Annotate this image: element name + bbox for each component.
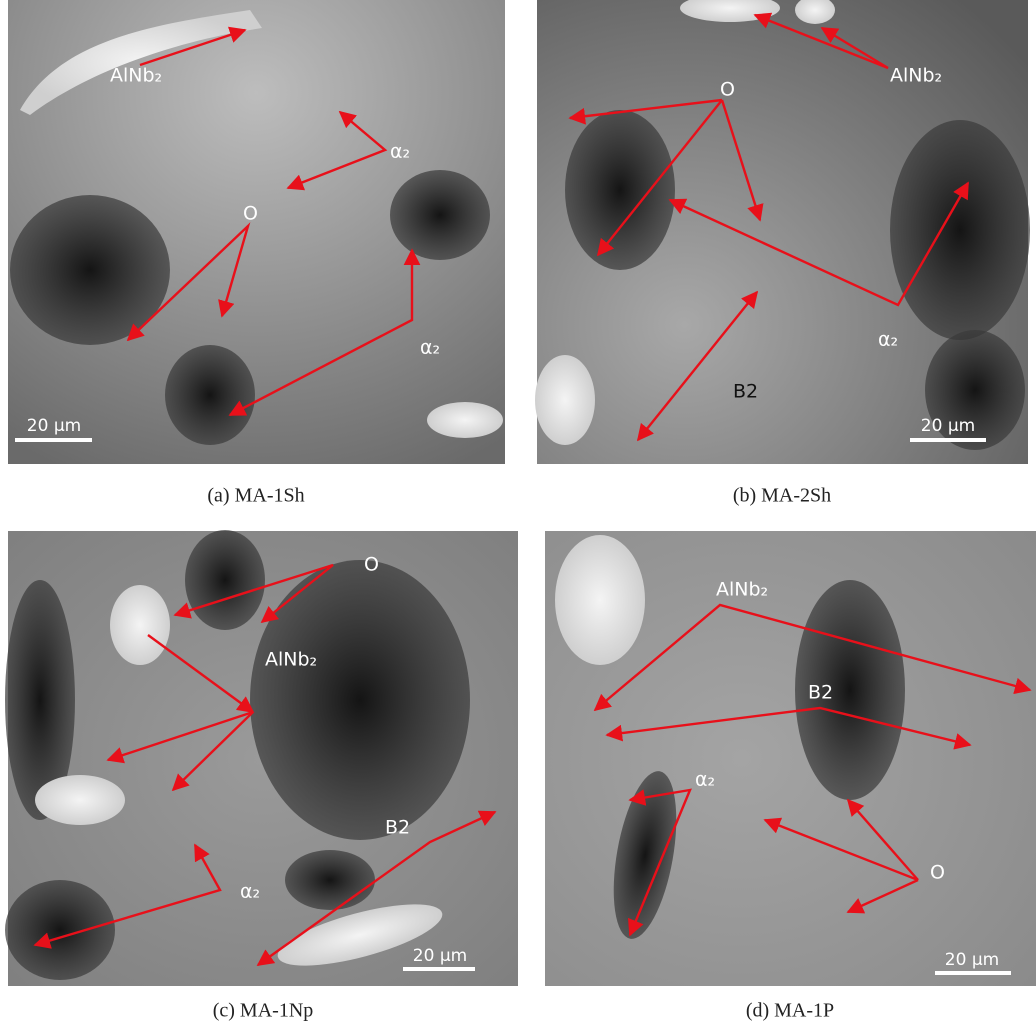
panel-a: AlNb₂ α₂ O α₂ 20 µm (a) MA-1Sh xyxy=(8,0,505,507)
phase-label: B2 xyxy=(733,381,758,403)
scale-bar xyxy=(403,967,475,971)
scale-bar xyxy=(935,971,1011,975)
caption: (d) MA-1P xyxy=(746,1000,834,1022)
scale-bar-label: 20 µm xyxy=(413,946,467,966)
bright-phase xyxy=(35,775,125,825)
scale-bar-label: 20 µm xyxy=(921,416,975,436)
phase-label: AlNb₂ xyxy=(890,65,942,87)
caption: (c) MA-1Np xyxy=(213,1000,314,1022)
figure: AlNb₂ α₂ O α₂ 20 µm (a) MA-1Sh AlNb₂ O α… xyxy=(0,0,1036,1030)
phase-label: α₂ xyxy=(420,337,440,359)
phase-label: α₂ xyxy=(240,881,260,903)
caption: (b) MA-2Sh xyxy=(733,485,831,507)
panel-b: AlNb₂ O α₂ B2 20 µm (b) MA-2Sh xyxy=(535,0,1030,507)
phase-label: AlNb₂ xyxy=(265,649,317,671)
panel-d: AlNb₂ B2 α₂ O 20 µm (d) MA-1P xyxy=(545,531,1036,1022)
phase-label: α₂ xyxy=(878,329,898,351)
dark-phase xyxy=(5,880,115,980)
dark-phase xyxy=(185,530,265,630)
bright-phase xyxy=(427,402,503,438)
dark-phase xyxy=(250,560,470,840)
phase-label: α₂ xyxy=(390,141,410,163)
dark-phase xyxy=(565,110,675,270)
caption: (a) MA-1Sh xyxy=(207,485,304,507)
phase-label: O xyxy=(364,554,379,576)
scale-bar-label: 20 µm xyxy=(945,950,999,970)
phase-label: O xyxy=(930,862,945,884)
dark-phase xyxy=(165,345,255,445)
scale-bar xyxy=(910,438,986,442)
phase-label: AlNb₂ xyxy=(110,65,162,87)
scale-bar xyxy=(15,438,92,442)
phase-label: B2 xyxy=(385,817,410,839)
scale-bar-label: 20 µm xyxy=(27,416,81,436)
bright-phase xyxy=(555,535,645,665)
phase-label: α₂ xyxy=(695,769,715,791)
phase-label: B2 xyxy=(808,682,833,704)
dark-phase xyxy=(390,170,490,260)
dark-phase xyxy=(890,120,1030,340)
phase-label: AlNb₂ xyxy=(716,579,768,601)
phase-label: O xyxy=(243,203,258,225)
bright-phase xyxy=(110,585,170,665)
bright-phase xyxy=(535,355,595,445)
phase-label: O xyxy=(720,79,735,101)
dark-phase xyxy=(285,850,375,910)
panel-c: O AlNb₂ B2 α₂ 20 µm (c) MA-1Np xyxy=(5,530,518,1022)
